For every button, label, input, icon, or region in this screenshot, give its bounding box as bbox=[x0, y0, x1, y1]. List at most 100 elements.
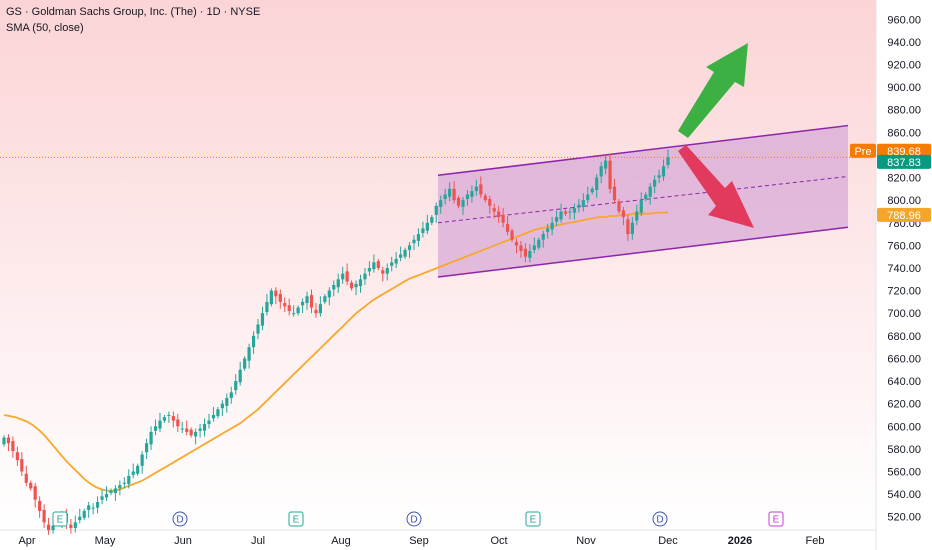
y-tick-label: 860.00 bbox=[887, 127, 921, 139]
candle-body bbox=[2, 437, 6, 445]
candle-body bbox=[372, 262, 376, 270]
candle-body bbox=[577, 204, 581, 207]
y-tick-label: 720.00 bbox=[887, 286, 921, 298]
earnings-event-icon[interactable]: E bbox=[52, 511, 68, 527]
channel-mid-line[interactable] bbox=[437, 175, 849, 224]
y-tick-label: 600.00 bbox=[887, 421, 921, 433]
price-axis-background bbox=[876, 0, 932, 550]
candle-body bbox=[38, 500, 42, 512]
candle-body bbox=[167, 414, 171, 416]
candle-body bbox=[416, 234, 421, 241]
candle-body bbox=[510, 230, 514, 240]
candle-body bbox=[541, 234, 545, 240]
y-tick-label: 940.00 bbox=[887, 37, 921, 49]
y-tick-label: 540.00 bbox=[887, 489, 921, 501]
candle-body bbox=[394, 258, 398, 264]
candle-body bbox=[399, 254, 403, 258]
candle-body bbox=[581, 200, 585, 207]
candle-body bbox=[211, 414, 216, 419]
candle-body bbox=[505, 223, 510, 232]
svg-text:837.83: 837.83 bbox=[887, 157, 921, 169]
candle-body bbox=[657, 175, 661, 178]
candle-body bbox=[358, 279, 363, 287]
candle-body bbox=[604, 160, 608, 169]
candle-body bbox=[612, 186, 617, 201]
candle-body bbox=[448, 188, 452, 197]
candle-body bbox=[247, 347, 251, 361]
x-tick-label: Feb bbox=[806, 535, 825, 547]
channel-lower-line[interactable] bbox=[437, 226, 849, 278]
symbol-title: GS · Goldman Sachs Group, Inc. (The) · 1… bbox=[6, 6, 261, 18]
candle-body bbox=[434, 205, 438, 215]
candle-body bbox=[554, 217, 559, 222]
candle-body bbox=[381, 270, 385, 274]
candle-body bbox=[176, 419, 180, 427]
candle-body bbox=[109, 490, 113, 493]
candle-body bbox=[185, 428, 189, 432]
candle-body bbox=[479, 184, 483, 195]
svg-text:E: E bbox=[293, 515, 300, 526]
svg-text:839.68: 839.68 bbox=[887, 146, 921, 158]
arrow-up-icon[interactable] bbox=[678, 43, 748, 138]
candle-body bbox=[104, 494, 109, 498]
x-tick-label: May bbox=[95, 535, 116, 547]
candle-body bbox=[439, 200, 443, 207]
candle-body bbox=[648, 186, 652, 197]
candle-body bbox=[430, 217, 434, 223]
y-tick-label: 960.00 bbox=[887, 14, 921, 26]
svg-text:E: E bbox=[773, 515, 780, 526]
candle-body bbox=[305, 296, 309, 304]
candle-body bbox=[528, 251, 532, 258]
dividend-event-icon[interactable]: D bbox=[406, 511, 422, 527]
svg-text:Pre: Pre bbox=[854, 146, 871, 158]
x-tick-label: Jun bbox=[174, 535, 192, 547]
candle-body bbox=[425, 222, 429, 231]
candle-body bbox=[367, 268, 372, 272]
candle-body bbox=[568, 211, 572, 213]
candle-body bbox=[51, 525, 55, 531]
candle-body bbox=[363, 273, 367, 280]
candle-body bbox=[229, 392, 233, 398]
earnings-event-icon[interactable]: E bbox=[768, 511, 784, 527]
arrow-down-icon[interactable] bbox=[678, 145, 754, 228]
candle-body bbox=[171, 416, 175, 421]
candle-body bbox=[189, 429, 193, 436]
candle-body bbox=[501, 214, 505, 223]
chart-legend: GS · Goldman Sachs Group, Inc. (The) · 1… bbox=[6, 4, 260, 36]
candle-body bbox=[20, 459, 24, 472]
channel-upper-line[interactable] bbox=[437, 124, 849, 177]
candle-body bbox=[73, 522, 77, 528]
candle-body bbox=[376, 261, 380, 268]
candle-body bbox=[452, 188, 456, 201]
candle-body bbox=[519, 245, 523, 252]
candle-body bbox=[220, 403, 224, 409]
sma-indicator-label: SMA (50, close) bbox=[6, 22, 84, 34]
candle-body bbox=[341, 273, 345, 280]
candle-body bbox=[465, 194, 470, 200]
candle-body bbox=[6, 437, 11, 444]
candle-body bbox=[532, 245, 536, 250]
candle-body bbox=[572, 208, 577, 213]
earnings-event-icon[interactable]: E bbox=[525, 511, 541, 527]
candle-body bbox=[621, 210, 626, 218]
candle-body bbox=[626, 219, 630, 235]
candle-body bbox=[595, 177, 599, 190]
candle-body bbox=[296, 307, 300, 314]
dividend-event-icon[interactable]: D bbox=[172, 511, 188, 527]
candle-body bbox=[474, 186, 478, 192]
candle-body bbox=[207, 420, 211, 424]
y-tick-label: 580.00 bbox=[887, 444, 921, 456]
candle-body bbox=[332, 284, 336, 290]
earnings-event-icon[interactable]: E bbox=[288, 511, 304, 527]
candle-body bbox=[82, 511, 86, 518]
candle-body bbox=[198, 428, 202, 431]
candle-body bbox=[385, 268, 389, 274]
svg-text:D: D bbox=[410, 515, 417, 526]
candle-body bbox=[243, 358, 247, 369]
dividend-event-icon[interactable]: D bbox=[652, 511, 668, 527]
candle-body bbox=[91, 507, 95, 509]
candle-body bbox=[238, 369, 242, 383]
y-tick-label: 700.00 bbox=[887, 308, 921, 320]
